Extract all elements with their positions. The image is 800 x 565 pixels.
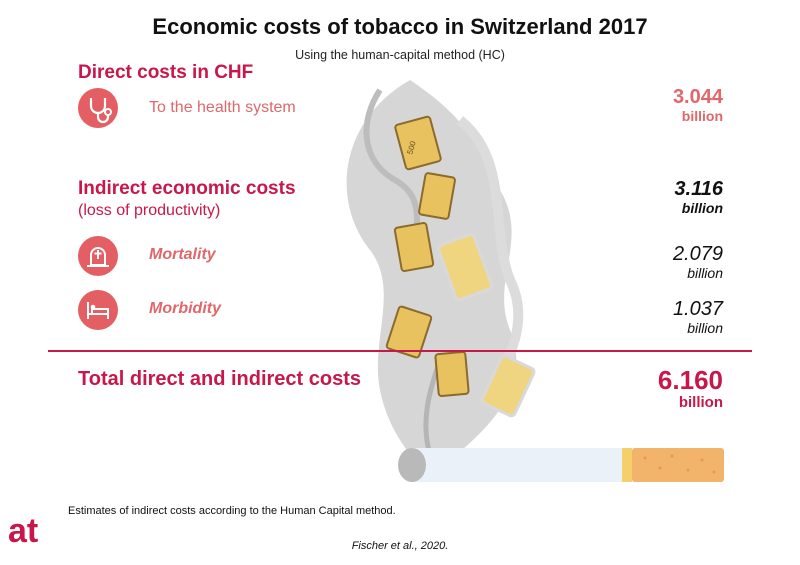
stethoscope-icon: [78, 88, 118, 128]
morbidity-label: Morbidity: [149, 300, 221, 317]
morbidity-value: 1.037 billion: [672, 298, 723, 336]
health-system-label: To the health system: [149, 99, 296, 116]
total-value: 6.160 billion: [657, 365, 723, 411]
indirect-costs-value: 3.116 billion: [674, 178, 723, 216]
banknote-1: 500: [394, 115, 442, 171]
direct-costs-value: 3.044 billion: [672, 86, 723, 124]
direct-costs-heading: Direct costs in CHF: [78, 62, 254, 83]
svg-text:at: at: [8, 512, 38, 548]
mortality-value: 2.079 billion: [672, 243, 723, 281]
citation: Fischer et al., 2020.: [351, 540, 449, 552]
svg-text:500: 500: [406, 140, 418, 156]
footnote: Estimates of indirect costs according to…: [68, 505, 396, 517]
gravestone-icon: [78, 236, 118, 276]
indirect-costs-note: (loss of productivity): [78, 202, 221, 219]
hospital-bed-icon: [78, 290, 118, 330]
mortality-label: Mortality: [149, 246, 216, 263]
page-title: Economic costs of tobacco in Switzerland…: [152, 14, 648, 39]
total-label: Total direct and indirect costs: [78, 368, 362, 390]
total-divider: [48, 350, 752, 352]
smoke-illustration: 500: [346, 80, 724, 482]
page-subtitle: Using the human-capital method (HC): [295, 48, 505, 62]
indirect-costs-heading: Indirect economic costs: [78, 178, 296, 199]
at-logo: at: [8, 512, 56, 553]
